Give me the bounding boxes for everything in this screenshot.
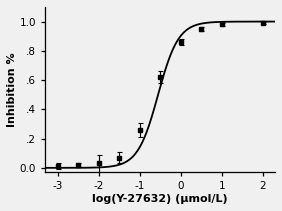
X-axis label: log(Y-27632) (μmol/L): log(Y-27632) (μmol/L)	[92, 194, 228, 204]
Y-axis label: Inhibition %: Inhibition %	[7, 52, 17, 127]
